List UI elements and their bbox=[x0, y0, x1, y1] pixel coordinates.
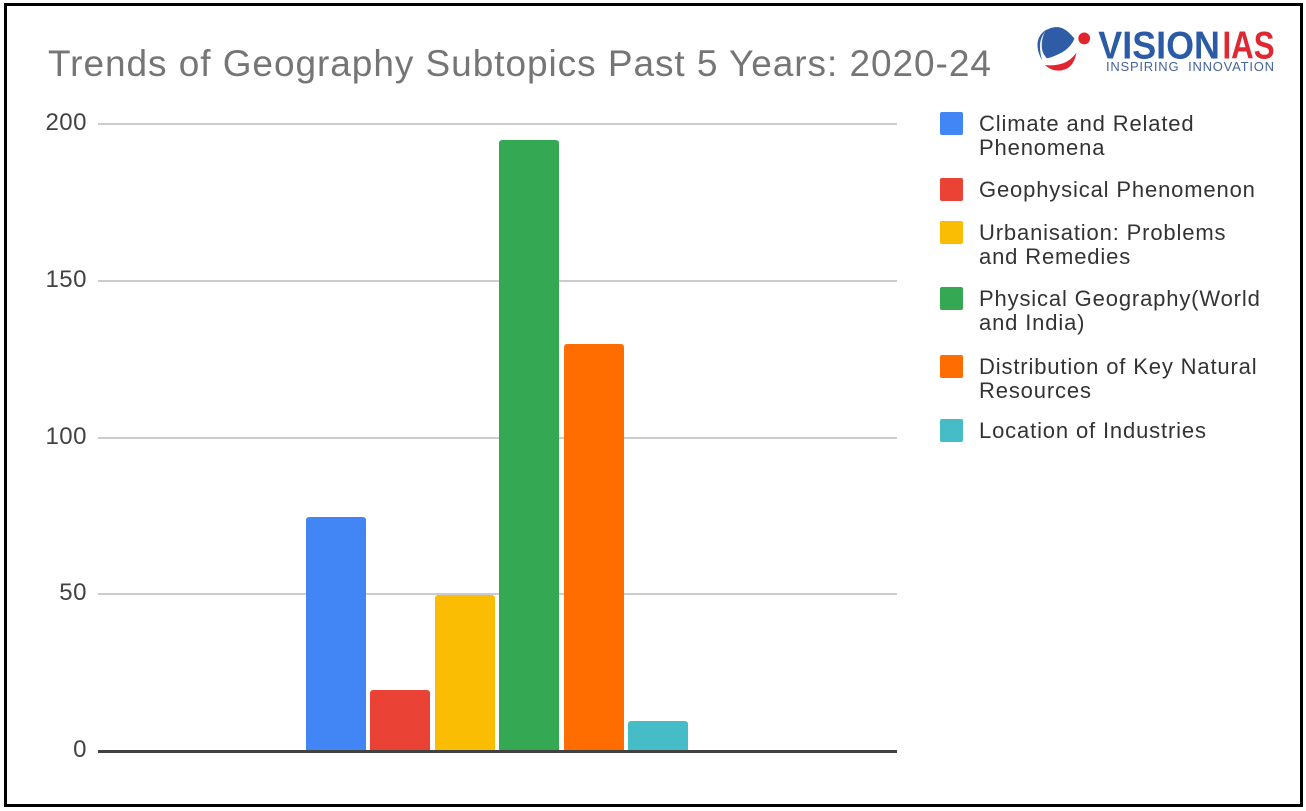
svg-text:INSPIRING INNOVATION: INSPIRING INNOVATION bbox=[1106, 59, 1274, 74]
svg-text:VISION: VISION bbox=[1098, 25, 1220, 68]
svg-text:IAS: IAS bbox=[1223, 25, 1275, 68]
